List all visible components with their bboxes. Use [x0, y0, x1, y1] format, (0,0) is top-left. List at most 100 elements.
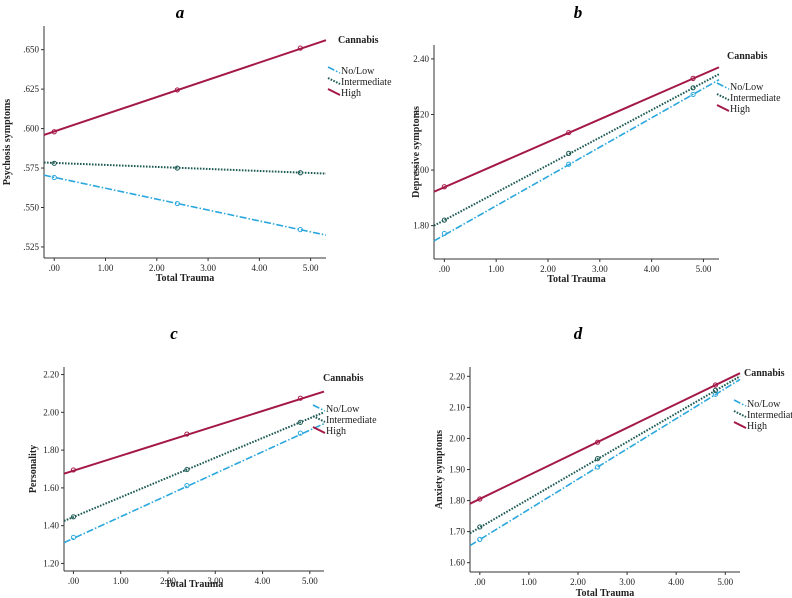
data-point-intermediate: [70, 514, 77, 520]
series-line-high: [43, 39, 327, 136]
data-point-high: [595, 439, 601, 445]
x-tick-label: 2.00: [540, 264, 556, 274]
data-point-high: [477, 496, 483, 502]
series-line-nolow: [43, 174, 327, 236]
legend-swatch-intermediate: [327, 77, 341, 85]
series-line-high: [469, 372, 741, 505]
y-tick-label: 2.00: [43, 407, 59, 417]
x-axis-title: Total Trauma: [165, 579, 223, 590]
y-axis-title: Depressive symptoms: [411, 106, 422, 198]
data-point-high: [712, 382, 719, 388]
y-tick-label: 2.20: [449, 371, 465, 381]
y-tick-label: .525: [23, 242, 39, 252]
legend-label-high: High: [730, 104, 750, 115]
x-tick-label: 5.00: [717, 577, 733, 587]
data-point-high: [297, 395, 303, 401]
y-tick-label: .650: [23, 45, 39, 55]
legend-swatch-intermediate: [733, 410, 747, 418]
legend-swatch-high: [716, 104, 730, 112]
x-tick-label: 5.00: [696, 264, 712, 274]
data-point-nolow: [477, 536, 483, 542]
data-point-intermediate: [441, 217, 447, 223]
series-line-nolow: [63, 422, 325, 544]
y-tick-label: 2.00: [449, 433, 465, 443]
legend-swatch-high: [327, 88, 341, 96]
y-tick-label: 1.90: [449, 465, 465, 475]
data-point-nolow: [566, 161, 572, 167]
data-point-intermediate: [297, 419, 303, 425]
x-tick-label: 4.00: [644, 264, 660, 274]
data-point-intermediate: [477, 524, 483, 530]
x-tick-label: .00: [474, 577, 486, 587]
data-point-intermediate: [690, 85, 696, 91]
legend-title: Cannabis: [338, 35, 379, 46]
legend-title: Cannabis: [744, 368, 785, 379]
x-axis-title: Total Trauma: [156, 273, 214, 284]
data-point-nolow: [174, 200, 180, 207]
y-tick-label: .550: [23, 202, 39, 212]
data-point-nolow: [51, 174, 57, 181]
y-tick-label: 1.20: [43, 558, 59, 568]
data-point-nolow: [70, 534, 77, 540]
y-axis-title: Personality: [28, 445, 39, 493]
x-tick-label: 4.00: [668, 577, 684, 587]
legend-label-high: High: [747, 421, 767, 432]
series-line-high: [63, 390, 325, 475]
data-point-high: [51, 129, 57, 135]
y-tick-label: 2.20: [413, 109, 429, 119]
legend-label-high: High: [326, 426, 346, 437]
x-tick-label: 1.00: [113, 576, 129, 586]
y-tick-label: 2.00: [413, 165, 429, 175]
data-point-high: [566, 129, 572, 136]
data-point-high: [690, 75, 696, 81]
x-tick-label: 1.00: [488, 264, 504, 274]
panel-letter: c: [170, 324, 178, 343]
series-line-intermediate: [63, 411, 325, 522]
data-point-intermediate: [712, 387, 719, 393]
data-point-nolow: [595, 464, 601, 470]
legend-label-high: High: [341, 88, 361, 99]
chart-panel-b: b .00 1.00 2.00 3.00 4.00 5.00 1.80 2.00 2.20 2.40…: [411, 3, 781, 285]
legend-swatch-high: [733, 421, 747, 429]
series-line-intermediate: [469, 375, 741, 535]
x-tick-label: 3.00: [592, 264, 608, 274]
data-point-nolow: [297, 226, 303, 233]
series-line-intermediate: [433, 73, 720, 227]
chart-panel-c: c .00 1.00 2.00 3.00 4.00 5.00 1.20 1.40 1.60 1.80…: [28, 324, 377, 590]
y-tick-label: 2.20: [43, 370, 59, 380]
x-tick-label: 3.00: [619, 577, 635, 587]
panel-letter: d: [574, 324, 583, 343]
legend-swatch-intermediate: [312, 415, 326, 423]
y-tick-label: 1.80: [413, 221, 429, 231]
data-point-intermediate: [51, 160, 57, 166]
series-line-nolow: [433, 79, 720, 242]
y-tick-label: .625: [23, 84, 39, 94]
x-tick-label: 5.00: [303, 263, 319, 273]
data-point-nolow: [184, 483, 190, 489]
y-tick-label: .575: [23, 163, 39, 173]
legend-label-intermediate: Intermediate: [730, 93, 781, 104]
chart-panel-a: a .00 1.00 2.00 3.00 4.00 5.00 .525 .550 .575 .600…: [2, 3, 392, 284]
x-tick-label: 2.00: [160, 576, 176, 586]
legend-label-intermediate: Intermediate: [747, 410, 792, 421]
legend-title: Cannabis: [727, 51, 768, 62]
y-axis-title: Psychosis symptoms: [2, 99, 13, 186]
legend-swatch-nolow: [327, 66, 341, 74]
data-point-intermediate: [566, 150, 572, 156]
data-point-nolow: [297, 430, 303, 436]
data-point-intermediate: [184, 466, 190, 473]
panel-letter: b: [574, 3, 583, 22]
legend-label-nolow: No/Low: [326, 404, 360, 415]
y-tick-label: 2.40: [413, 54, 429, 64]
x-axis-title: Total Trauma: [547, 274, 605, 285]
legend-swatch-high: [312, 426, 326, 434]
data-point-high: [184, 431, 190, 437]
y-tick-label: 1.80: [449, 496, 465, 506]
series-line-high: [433, 66, 720, 193]
data-point-nolow: [690, 91, 696, 98]
x-tick-label: 3.00: [200, 263, 216, 273]
legend-label-nolow: No/Low: [747, 399, 781, 410]
y-tick-label: 1.70: [449, 527, 465, 537]
